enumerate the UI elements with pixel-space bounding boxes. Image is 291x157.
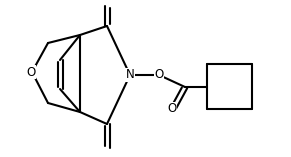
Text: O: O — [167, 103, 177, 116]
Text: N: N — [126, 68, 134, 81]
Text: O: O — [26, 65, 36, 78]
Text: O: O — [154, 68, 164, 81]
